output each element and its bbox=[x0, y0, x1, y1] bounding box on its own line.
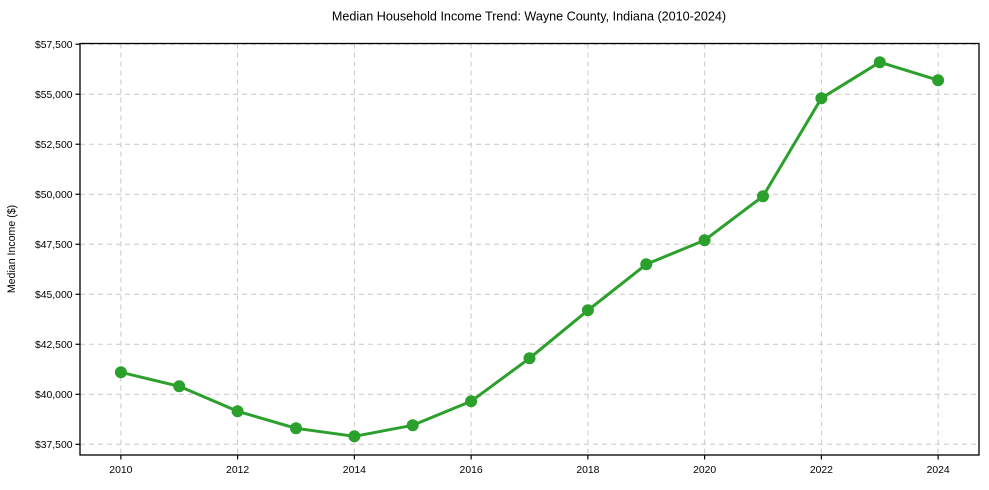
y-tick-label: $40,000 bbox=[35, 390, 73, 401]
income-trend-series bbox=[114, 56, 945, 443]
x-tick-label: 2010 bbox=[109, 465, 132, 476]
data-point-2023 bbox=[873, 56, 886, 69]
data-point-2019 bbox=[640, 258, 653, 271]
y-tick-label: $52,500 bbox=[35, 140, 73, 151]
x-tick-label: 2014 bbox=[343, 465, 366, 476]
y-axis-title: Median Income ($) bbox=[6, 205, 18, 293]
tick-labels: $37,500 $40,000 $42,500 $45,000 $47,500 $50,0… bbox=[35, 40, 950, 476]
data-point-2017 bbox=[523, 352, 536, 365]
y-tick-label: $50,000 bbox=[35, 190, 73, 201]
data-point-2016 bbox=[465, 395, 478, 408]
chart-title: Median Household Income Trend: Wayne Cou… bbox=[332, 10, 726, 24]
tick-marks bbox=[75, 43, 939, 460]
data-point-2011 bbox=[173, 380, 186, 393]
y-tick-label: $57,500 bbox=[35, 40, 73, 51]
y-tick-label: $42,500 bbox=[35, 340, 73, 351]
data-point-2021 bbox=[757, 190, 769, 203]
data-point-2012 bbox=[231, 405, 244, 418]
data-point-2015 bbox=[406, 419, 419, 432]
x-tick-label: 2020 bbox=[693, 465, 716, 476]
data-point-2010 bbox=[114, 366, 127, 379]
axes-frame bbox=[79, 42, 980, 456]
data-point-2014 bbox=[348, 430, 361, 443]
y-tick-label: $37,500 bbox=[35, 440, 73, 451]
x-tick-label: 2016 bbox=[460, 465, 483, 476]
data-point-2022 bbox=[815, 92, 828, 105]
y-tick-label: $47,500 bbox=[35, 240, 73, 251]
y-tick-label: $45,000 bbox=[35, 290, 73, 301]
plot-frame bbox=[79, 42, 980, 456]
data-point-2013 bbox=[290, 422, 302, 435]
x-tick-label: 2022 bbox=[810, 465, 833, 476]
x-tick-label: 2024 bbox=[927, 465, 950, 476]
data-point-2018 bbox=[581, 304, 594, 317]
x-tick-label: 2018 bbox=[576, 465, 599, 476]
data-point-2020 bbox=[698, 234, 711, 247]
data-point-2024 bbox=[932, 74, 945, 87]
x-tick-label: 2012 bbox=[226, 465, 249, 476]
y-tick-label: $55,000 bbox=[35, 90, 73, 101]
